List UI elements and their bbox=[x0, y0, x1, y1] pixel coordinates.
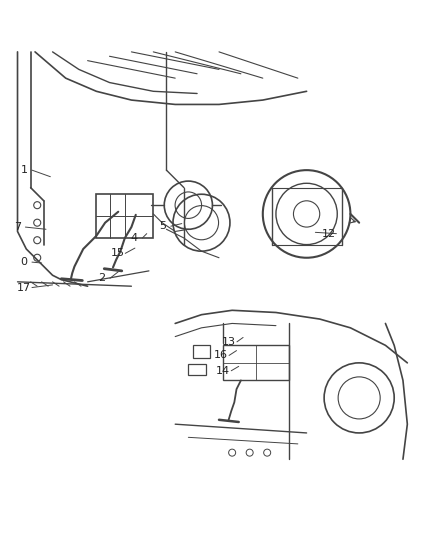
Text: 13: 13 bbox=[222, 337, 236, 347]
Text: 17: 17 bbox=[17, 282, 31, 293]
Text: 15: 15 bbox=[110, 248, 124, 259]
Text: 4: 4 bbox=[131, 233, 138, 243]
Text: 14: 14 bbox=[216, 366, 230, 376]
Text: 16: 16 bbox=[214, 350, 228, 360]
Text: 7: 7 bbox=[14, 222, 21, 232]
Text: 0: 0 bbox=[21, 257, 28, 267]
Text: 12: 12 bbox=[321, 229, 336, 239]
Text: 5: 5 bbox=[159, 221, 166, 231]
Text: 1: 1 bbox=[21, 165, 28, 175]
Text: 2: 2 bbox=[99, 273, 106, 284]
